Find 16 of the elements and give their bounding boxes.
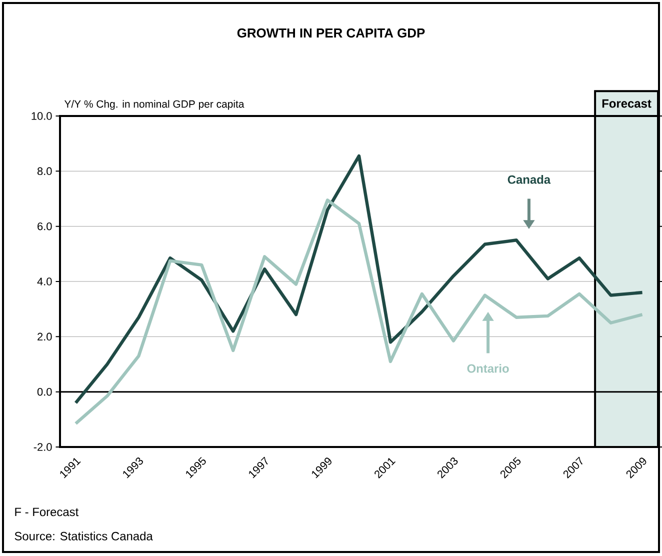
line-series <box>74 154 644 404</box>
text: Ontario <box>467 364 509 373</box>
text: Canada <box>508 175 551 184</box>
chart-title: GROWTH IN PER CAPITA GDP <box>237 28 425 38</box>
y-tick-label: 10.0 <box>32 112 52 120</box>
y-tick-label: 2.0 <box>38 332 52 341</box>
y-tick-label: 0.0 <box>37 388 52 396</box>
y-axis-title: Y/Y % Chg. in nominal GDP per capita <box>64 100 244 110</box>
band-label: Forecast <box>602 99 652 108</box>
text: F - Forecast <box>15 508 79 516</box>
y-tick-label: 8.0 <box>37 167 52 176</box>
y-tick-label: 6.0 <box>38 222 52 230</box>
y-tick-label: 4.0 <box>37 278 52 286</box>
line-series <box>74 198 644 426</box>
y-tick-label: -2.0 <box>34 443 52 451</box>
source-note: Source: Statistics Canada <box>14 532 153 540</box>
